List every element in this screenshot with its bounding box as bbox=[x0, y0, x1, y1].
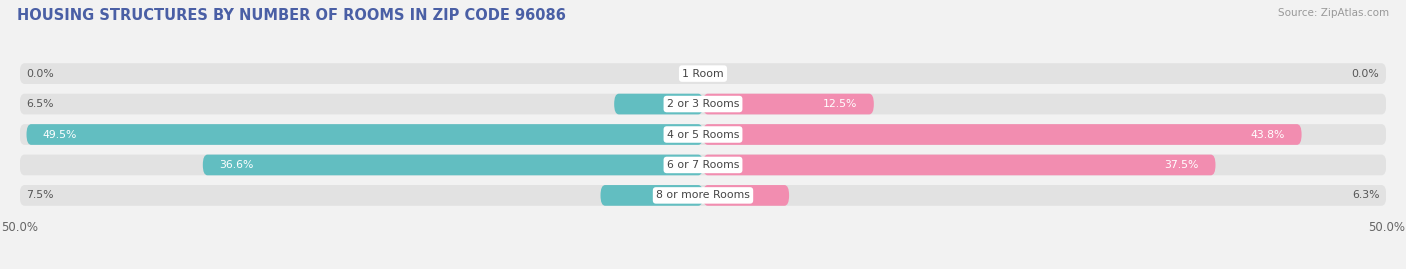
FancyBboxPatch shape bbox=[20, 124, 1386, 145]
FancyBboxPatch shape bbox=[600, 185, 703, 206]
Text: 37.5%: 37.5% bbox=[1164, 160, 1199, 170]
Text: 36.6%: 36.6% bbox=[219, 160, 253, 170]
FancyBboxPatch shape bbox=[703, 155, 1215, 175]
FancyBboxPatch shape bbox=[20, 155, 1386, 175]
FancyBboxPatch shape bbox=[20, 185, 1386, 206]
Text: Source: ZipAtlas.com: Source: ZipAtlas.com bbox=[1278, 8, 1389, 18]
Text: 8 or more Rooms: 8 or more Rooms bbox=[657, 190, 749, 200]
Text: 0.0%: 0.0% bbox=[1351, 69, 1379, 79]
Text: 49.5%: 49.5% bbox=[44, 129, 77, 140]
FancyBboxPatch shape bbox=[614, 94, 703, 114]
Text: 0.0%: 0.0% bbox=[27, 69, 55, 79]
Text: 43.8%: 43.8% bbox=[1251, 129, 1285, 140]
Text: 7.5%: 7.5% bbox=[27, 190, 53, 200]
Text: 6 or 7 Rooms: 6 or 7 Rooms bbox=[666, 160, 740, 170]
FancyBboxPatch shape bbox=[20, 94, 1386, 114]
FancyBboxPatch shape bbox=[202, 155, 703, 175]
Text: 1 Room: 1 Room bbox=[682, 69, 724, 79]
FancyBboxPatch shape bbox=[703, 185, 789, 206]
FancyBboxPatch shape bbox=[703, 124, 1302, 145]
Text: 6.3%: 6.3% bbox=[1353, 190, 1379, 200]
Text: 6.5%: 6.5% bbox=[27, 99, 53, 109]
Text: 4 or 5 Rooms: 4 or 5 Rooms bbox=[666, 129, 740, 140]
FancyBboxPatch shape bbox=[703, 94, 873, 114]
Text: 12.5%: 12.5% bbox=[823, 99, 858, 109]
FancyBboxPatch shape bbox=[20, 63, 1386, 84]
Text: 2 or 3 Rooms: 2 or 3 Rooms bbox=[666, 99, 740, 109]
Text: HOUSING STRUCTURES BY NUMBER OF ROOMS IN ZIP CODE 96086: HOUSING STRUCTURES BY NUMBER OF ROOMS IN… bbox=[17, 8, 565, 23]
FancyBboxPatch shape bbox=[27, 124, 703, 145]
